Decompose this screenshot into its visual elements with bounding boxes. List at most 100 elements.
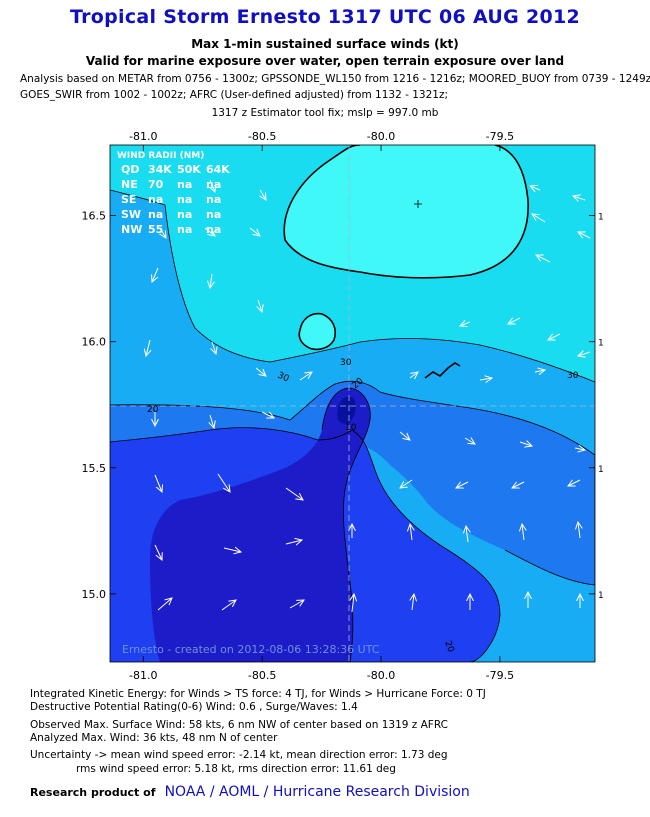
wind-arrow: [508, 318, 521, 324]
y-tick-label: 16.0: [82, 336, 107, 349]
wind-arrow: [289, 600, 304, 609]
wind-arrow: [212, 341, 216, 354]
y-tick-label-right: 1: [598, 213, 604, 223]
wind-arrow: [460, 322, 471, 326]
wind-arrow: [154, 544, 162, 560]
y-tick-label: 15.5: [82, 462, 107, 475]
wind-arrow: [260, 189, 266, 200]
estimator-fix: 1317 z Estimator tool fix; mslp = 997.0 …: [211, 107, 439, 119]
plot-frame: [109, 144, 596, 663]
wind-arrow: [536, 255, 551, 263]
analysis-sources-line2: GOES_SWIR from 1002 - 1002z; AFRC (User-…: [20, 89, 449, 101]
x-tick-label-top: -79.5: [486, 130, 514, 143]
footer-label: Research product of: [30, 786, 156, 799]
credit-text: Ernesto - created on 2012-08-06 13:28:36…: [122, 643, 380, 656]
wind-arrow: [299, 372, 312, 381]
uncertainty-line2: rms wind speed error: 5.18 kt, rms direc…: [76, 763, 396, 775]
x-tick-label-top: -81.0: [129, 130, 157, 143]
wind-arrow: [519, 442, 532, 446]
wind-arrow: [223, 548, 241, 552]
radii-cell: 70: [148, 178, 164, 191]
center-crosshair: [110, 145, 595, 662]
axis-tick-labels: -81.0 -81.0 -80.5 -80.5 -80.0 -80.0 -79.5 -79.5…: [82, 130, 604, 682]
wind-arrow: [409, 372, 418, 378]
wind-arrow: [532, 214, 546, 223]
wind-arrow: [204, 227, 215, 236]
page-title: Tropical Storm Ernesto 1317 UTC 06 AUG 2…: [69, 6, 581, 28]
fill-below-10: [150, 388, 371, 662]
wind-arrow: [464, 438, 475, 444]
wind-arrow: [512, 482, 525, 488]
y-tick-label-right: 1: [598, 339, 604, 349]
radii-cell: na: [206, 208, 221, 221]
observed-max-line: Observed Max. Surface Wind: 58 kts, 6 nm…: [30, 719, 448, 731]
wind-arrow: [261, 412, 274, 418]
wind-arrow: [154, 474, 162, 492]
analyzed-max-line: Analyzed Max. Wind: 36 kts, 48 nm N of c…: [30, 732, 278, 744]
wind-arrow: [249, 227, 260, 236]
wind-arrow: [352, 594, 354, 613]
radii-cell: na: [177, 193, 192, 206]
wind-vectors: [146, 179, 591, 613]
radii-cell: na: [206, 178, 221, 191]
contour-label: 30: [567, 371, 579, 381]
radii-cell: SW: [121, 208, 141, 221]
wind-arrow: [456, 482, 469, 488]
y-tick-label-right: 1: [598, 465, 604, 475]
ike-line: Integrated Kinetic Energy: for Winds > T…: [30, 688, 486, 700]
wind-arrow: [479, 378, 492, 380]
radii-cell: NW: [121, 223, 142, 236]
wind-arrow: [285, 487, 303, 500]
max-wind-marker: [414, 200, 422, 208]
fill-20-30: [110, 381, 595, 585]
wind-arrow: [410, 524, 412, 541]
wind-arrow: [399, 431, 410, 440]
wind-arrow: [578, 522, 580, 539]
radii-header-cell: 64K: [206, 163, 230, 176]
wind-arrow: [152, 267, 159, 282]
wind-arrow: [466, 526, 468, 543]
contour-label: 20: [147, 405, 159, 415]
wind-arrow: [578, 352, 591, 356]
radii-cell: na: [177, 223, 192, 236]
footer-org-link[interactable]: NOAA / AOML / Hurricane Research Divisio…: [164, 784, 470, 800]
x-tick-label-top: -80.5: [248, 130, 276, 143]
wind-arrow: [548, 334, 561, 340]
radii-header-cell: 50K: [177, 163, 201, 176]
axis-ticks: [110, 145, 595, 662]
radii-cell: 55: [148, 223, 163, 236]
footer-credit: Research product of NOAA / AOML / Hurric…: [30, 781, 470, 800]
x-tick-label-bottom: -80.5: [248, 669, 276, 682]
x-tick-label-bottom: -81.0: [129, 669, 157, 682]
contour-label: 20: [442, 640, 455, 654]
fill-above-50: [284, 145, 529, 350]
radii-cell: NE: [121, 178, 138, 191]
wind-arrow: [157, 598, 172, 611]
wind-arrow: [160, 227, 166, 238]
wind-arrow: [412, 594, 414, 611]
analysis-sources-line1: Analysis based on METAR from 0756 - 1300…: [20, 73, 650, 85]
x-tick-label-bottom: -80.0: [367, 669, 395, 682]
wind-arrow: [534, 370, 545, 372]
wind-arrow: [530, 186, 541, 190]
y-tick-label-right: 1: [598, 591, 604, 601]
radii-cell: na: [206, 223, 221, 236]
radii-header-cell: QD: [121, 163, 139, 176]
radii-cell: na: [206, 193, 221, 206]
radii-cell: na: [148, 208, 163, 221]
x-tick-label-bottom: -79.5: [486, 669, 514, 682]
wind-arrow: [258, 299, 262, 312]
radii-header-cell: 34K: [148, 163, 172, 176]
radii-title: WIND RADII (NM): [117, 151, 204, 161]
wind-arrow: [221, 600, 236, 611]
y-tick-label: 16.5: [82, 210, 107, 223]
wind-arrow: [210, 179, 215, 192]
wind-arrow: [255, 367, 266, 376]
wind-arrow: [285, 540, 302, 544]
wind-arrow: [210, 414, 214, 428]
contour-label: 30: [340, 358, 352, 368]
fill-eye: [337, 396, 356, 424]
wind-arrow: [578, 232, 591, 238]
wind-arrow: [573, 196, 586, 200]
